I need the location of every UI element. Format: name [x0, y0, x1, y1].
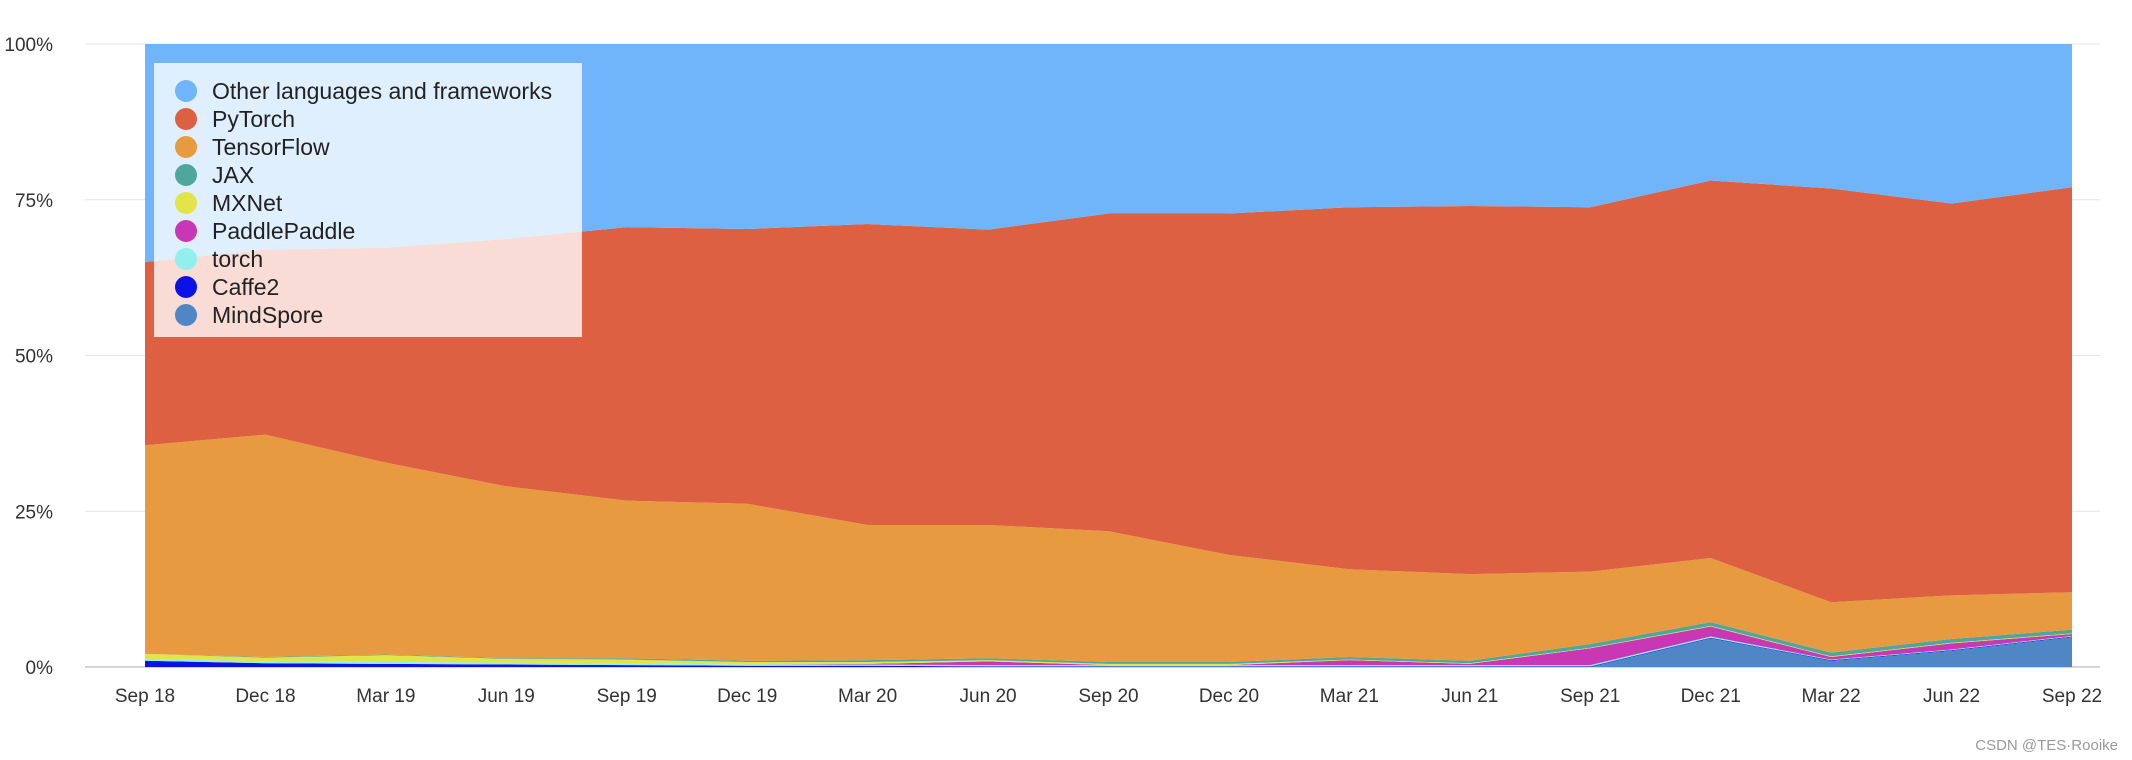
area-other-languages-and-frameworks[interactable]: [145, 44, 2072, 263]
legend-marker: [175, 192, 197, 214]
y-tick-label: 25%: [15, 502, 53, 523]
x-tick-label: Jun 22: [1923, 686, 1980, 707]
legend-box: [154, 63, 582, 337]
legend-item-paddlepaddle[interactable]: PaddlePaddle: [175, 218, 355, 244]
x-tick-label: Mar 21: [1320, 686, 1379, 707]
x-axis: Sep 18 Dec 18 Mar 19 Jun 19 Sep 19 Dec 19 Mar …: [115, 686, 2102, 707]
area-mxnet[interactable]: [145, 625, 2072, 666]
area-caffe2[interactable]: [145, 636, 2072, 667]
legend-item-torch[interactable]: torch: [175, 246, 263, 272]
x-tick-label: Sep 19: [597, 686, 657, 707]
legend-item-other-languages-and-frameworks[interactable]: Other languages and frameworks: [175, 78, 552, 104]
x-tick-label: Sep 18: [115, 686, 175, 707]
area-paddlepaddle[interactable]: [145, 626, 2072, 666]
legend-item-caffe2[interactable]: Caffe2: [175, 274, 279, 300]
legend-item-mxnet[interactable]: MXNet: [175, 190, 283, 216]
y-tick-label: 75%: [15, 191, 53, 212]
legend-item-jax[interactable]: JAX: [175, 162, 254, 188]
y-tick-label: 100%: [4, 35, 53, 56]
legend-label: PyTorch: [212, 106, 295, 132]
y-tick-label: 0%: [26, 658, 54, 679]
legend-marker: [175, 248, 197, 270]
y-tick-label: 50%: [15, 347, 53, 368]
area-tensorflow[interactable]: [145, 434, 2072, 663]
area-torch[interactable]: [145, 635, 2072, 667]
legend-marker: [175, 220, 197, 242]
legend-item-mindspore[interactable]: MindSpore: [175, 302, 323, 328]
legend-item-tensorflow[interactable]: TensorFlow: [175, 134, 330, 160]
area-series: [145, 44, 2072, 667]
x-tick-label: Dec 19: [717, 686, 777, 707]
x-tick-label: Mar 20: [838, 686, 897, 707]
legend-label: Caffe2: [212, 274, 279, 300]
x-tick-label: Dec 20: [1199, 686, 1259, 707]
x-tick-label: Mar 22: [1802, 686, 1861, 707]
x-tick-label: Jun 20: [960, 686, 1017, 707]
watermark: CSDN @TES·Rooike: [1975, 737, 2118, 754]
legend-label: MindSpore: [212, 302, 323, 328]
legend-marker: [175, 304, 197, 326]
area-pytorch[interactable]: [145, 180, 2072, 603]
y-axis: 0% 25% 50% 75% 100%: [4, 35, 53, 679]
area-mindspore[interactable]: [145, 637, 2072, 667]
legend-label: PaddlePaddle: [212, 218, 355, 244]
legend-label: MXNet: [212, 190, 283, 216]
legend-label: Other languages and frameworks: [212, 78, 552, 104]
legend-marker: [175, 276, 197, 298]
x-tick-label: Jun 21: [1441, 686, 1498, 707]
legend-label: JAX: [212, 162, 254, 188]
x-tick-label: Jun 19: [478, 686, 535, 707]
x-tick-label: Sep 22: [2042, 686, 2102, 707]
legend-label: torch: [212, 246, 263, 272]
x-tick-label: Sep 20: [1078, 686, 1138, 707]
legend-label: TensorFlow: [212, 134, 330, 160]
legend-marker: [175, 136, 197, 158]
x-tick-label: Dec 18: [235, 686, 295, 707]
legend-marker: [175, 80, 197, 102]
legend[interactable]: Other languages and frameworksPyTorchTen…: [154, 63, 582, 337]
x-tick-label: Mar 19: [356, 686, 415, 707]
legend-item-pytorch[interactable]: PyTorch: [175, 106, 295, 132]
legend-marker: [175, 108, 197, 130]
x-tick-label: Dec 21: [1681, 686, 1741, 707]
x-tick-label: Sep 21: [1560, 686, 1620, 707]
legend-marker: [175, 164, 197, 186]
